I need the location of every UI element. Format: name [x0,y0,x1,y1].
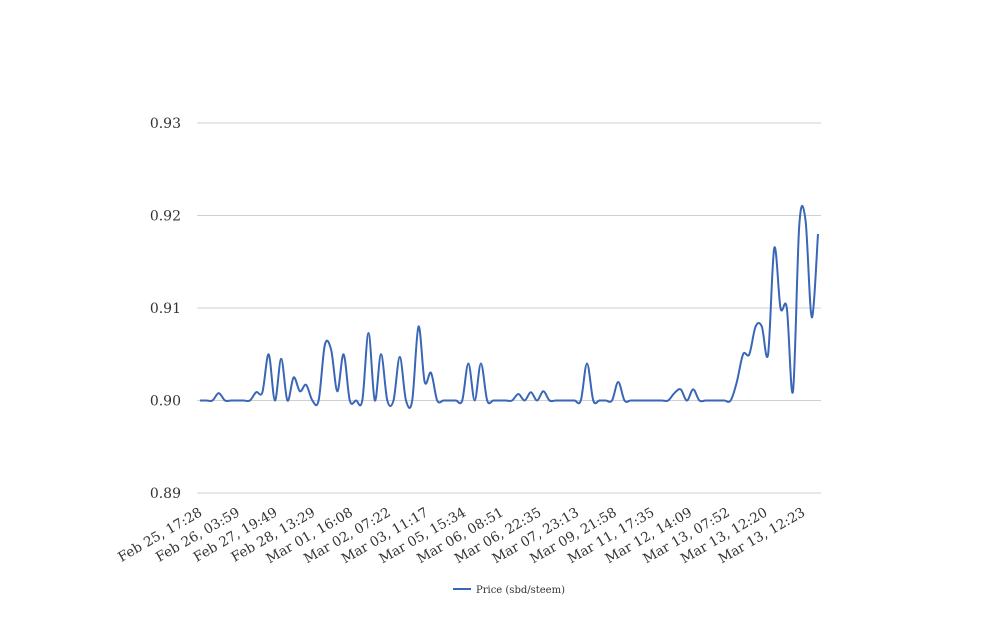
grid-lines [197,122,821,494]
y-tick-label: 0.90 [150,394,181,410]
y-tick-label: 0.93 [150,116,181,132]
series-line-0 [199,204,819,409]
legend: Price (sbd/steem) [453,585,565,596]
series-layer [199,204,819,409]
y-tick-label: 0.89 [150,486,181,502]
y-tick-label: 0.91 [150,301,181,317]
y-tick-label: 0.92 [150,209,181,225]
y-axis-ticks: 0.89 0.90 0.91 0.92 0.93 [150,116,181,502]
legend-label: Price (sbd/steem) [476,585,565,596]
